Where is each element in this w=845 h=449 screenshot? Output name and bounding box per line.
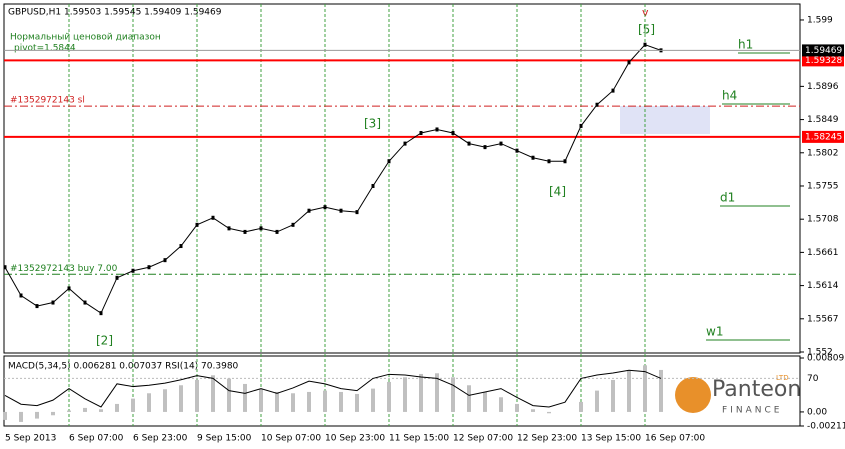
x-tick-label: 5 Sep 2013 bbox=[5, 434, 56, 444]
macd-bar bbox=[163, 389, 167, 412]
logo-tag: LTD bbox=[776, 374, 789, 382]
wave-label: v bbox=[642, 6, 649, 19]
macd-bar bbox=[611, 379, 615, 412]
x-tick-label: 10 Sep 07:00 bbox=[261, 434, 321, 444]
macd-bar bbox=[307, 391, 311, 412]
macd-bar bbox=[243, 383, 247, 412]
x-tick-label: 11 Sep 15:00 bbox=[389, 434, 449, 444]
x-tick-label: 9 Sep 15:00 bbox=[197, 434, 252, 444]
macd-bar bbox=[435, 373, 439, 412]
macd-bar bbox=[483, 391, 487, 412]
range-zone bbox=[620, 106, 710, 134]
x-tick-label: 12 Sep 07:00 bbox=[453, 434, 513, 444]
indicator-title: MACD(5,34,5) 0.006281 0.007037 RSI(14) 7… bbox=[8, 362, 239, 372]
wave-label: [4] bbox=[549, 185, 566, 199]
y-tick-label: 1.5849 bbox=[807, 115, 839, 125]
macd-bar bbox=[339, 391, 343, 412]
rsi-line bbox=[4, 369, 662, 408]
price-box bbox=[802, 44, 844, 57]
wave-label: [5] bbox=[638, 23, 655, 37]
main-frame bbox=[3, 3, 801, 354]
tf-label: h4 bbox=[722, 89, 737, 103]
y-tick-label: 0.008093 bbox=[807, 354, 845, 364]
macd-bar bbox=[99, 409, 103, 412]
macd-bar bbox=[659, 369, 663, 412]
y-tick-label: 1.5802 bbox=[807, 148, 839, 158]
macd-bar bbox=[259, 388, 263, 412]
macd-bar bbox=[131, 398, 135, 412]
macd-bar bbox=[115, 403, 119, 412]
macd-bar bbox=[371, 388, 375, 412]
macd-bar bbox=[51, 411, 55, 416]
logo: Panteon FINANCE LTD bbox=[675, 374, 801, 416]
y-tick-label: 1.5567 bbox=[807, 314, 839, 324]
price-box bbox=[802, 54, 844, 67]
wave-label: [3] bbox=[364, 117, 381, 131]
price-box-label: 1.59328 bbox=[805, 56, 842, 66]
order-label: #1352972143 sl bbox=[10, 96, 85, 106]
price-box-label: 1.58245 bbox=[805, 132, 842, 142]
macd-bar bbox=[643, 365, 647, 412]
macd-bar bbox=[387, 381, 391, 412]
macd-bar bbox=[419, 373, 423, 412]
tf-label: h1 bbox=[738, 38, 753, 52]
logo-icon bbox=[675, 377, 711, 413]
macd-bar bbox=[499, 397, 503, 412]
y-tick-label: 1.5755 bbox=[807, 181, 839, 191]
tf-label: d1 bbox=[720, 191, 735, 205]
macd-bar bbox=[627, 370, 631, 412]
macd-bar bbox=[227, 378, 231, 412]
macd-bar bbox=[531, 409, 535, 412]
price-line bbox=[4, 44, 662, 314]
macd-bar bbox=[195, 379, 199, 412]
x-tick-label: 6 Sep 23:00 bbox=[133, 434, 188, 444]
y-tick-label: -0.002112 bbox=[807, 422, 845, 432]
wave-label: [2] bbox=[96, 334, 113, 348]
tf-label: w1 bbox=[706, 325, 723, 339]
price-box-label: 1.59469 bbox=[805, 46, 842, 56]
macd-bar bbox=[403, 377, 407, 412]
macd-bar bbox=[35, 411, 39, 419]
y-tick-label: 1.5896 bbox=[807, 82, 839, 92]
macd-bar bbox=[579, 401, 583, 412]
x-tick-label: 16 Sep 07:00 bbox=[645, 434, 705, 444]
x-tick-label: 12 Sep 23:00 bbox=[517, 434, 577, 444]
macd-bar bbox=[323, 390, 327, 412]
logo-sub: FINANCE bbox=[722, 406, 782, 416]
y-tick-label: 1.5661 bbox=[807, 248, 839, 258]
macd-bar bbox=[547, 411, 551, 414]
pivot-label: pivot=1.5844 bbox=[14, 44, 76, 54]
x-tick-label: 13 Sep 15:00 bbox=[581, 434, 641, 444]
logo-text: Panteon bbox=[712, 377, 801, 402]
range-label: Нормальный ценовой диапазон bbox=[10, 33, 161, 43]
x-tick-label: 10 Sep 23:00 bbox=[325, 434, 385, 444]
macd-bar bbox=[291, 393, 295, 412]
indicator-frame bbox=[3, 355, 801, 427]
y-tick-label: 1.5614 bbox=[807, 281, 839, 291]
macd-bar bbox=[147, 393, 151, 412]
y-tick-label: 0.00 bbox=[807, 407, 827, 417]
macd-bar bbox=[19, 411, 23, 422]
macd-bar bbox=[355, 393, 359, 412]
y-tick-label: 1.599 bbox=[807, 15, 833, 25]
macd-bar bbox=[451, 377, 455, 412]
y-tick-label: 1.5708 bbox=[807, 215, 839, 225]
macd-bar bbox=[515, 403, 519, 412]
macd-bar bbox=[595, 390, 599, 412]
y-tick-label: 70 bbox=[807, 374, 819, 384]
price-box bbox=[802, 130, 844, 143]
macd-bar bbox=[83, 407, 87, 412]
macd-bar bbox=[211, 375, 215, 412]
order-label: #1352972143 buy 7.00 bbox=[10, 264, 118, 274]
chart-title: GBPUSD,H1 1.59503 1.59545 1.59409 1.5946… bbox=[8, 8, 222, 18]
macd-bar bbox=[67, 410, 71, 412]
macd-bar bbox=[179, 385, 183, 412]
y-tick-label: 1.552 bbox=[807, 348, 833, 358]
macd-bar bbox=[275, 391, 279, 412]
macd-bar bbox=[467, 385, 471, 412]
x-tick-label: 6 Sep 07:00 bbox=[69, 434, 124, 444]
macd-bar bbox=[3, 411, 7, 420]
